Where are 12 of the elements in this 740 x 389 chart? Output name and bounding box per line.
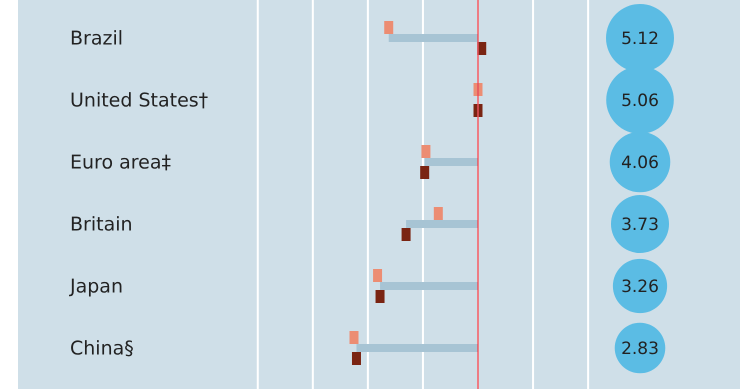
data-label: 3.26	[621, 276, 659, 297]
data-label: 5.06	[621, 90, 659, 111]
data-label: 3.73	[621, 214, 659, 235]
data-label: 5.12	[621, 28, 659, 49]
y-tick-label: Brazil	[70, 28, 124, 50]
data-label: 2.83	[621, 338, 659, 359]
y-tick-label: United States†	[70, 90, 208, 112]
data-label: 4.06	[621, 152, 659, 173]
y-tick-label: Euro area‡	[70, 152, 171, 174]
y-tick-label: Japan	[69, 276, 123, 298]
y-tick-label: Britain	[70, 214, 133, 236]
y-tick-label: China§	[70, 338, 134, 360]
